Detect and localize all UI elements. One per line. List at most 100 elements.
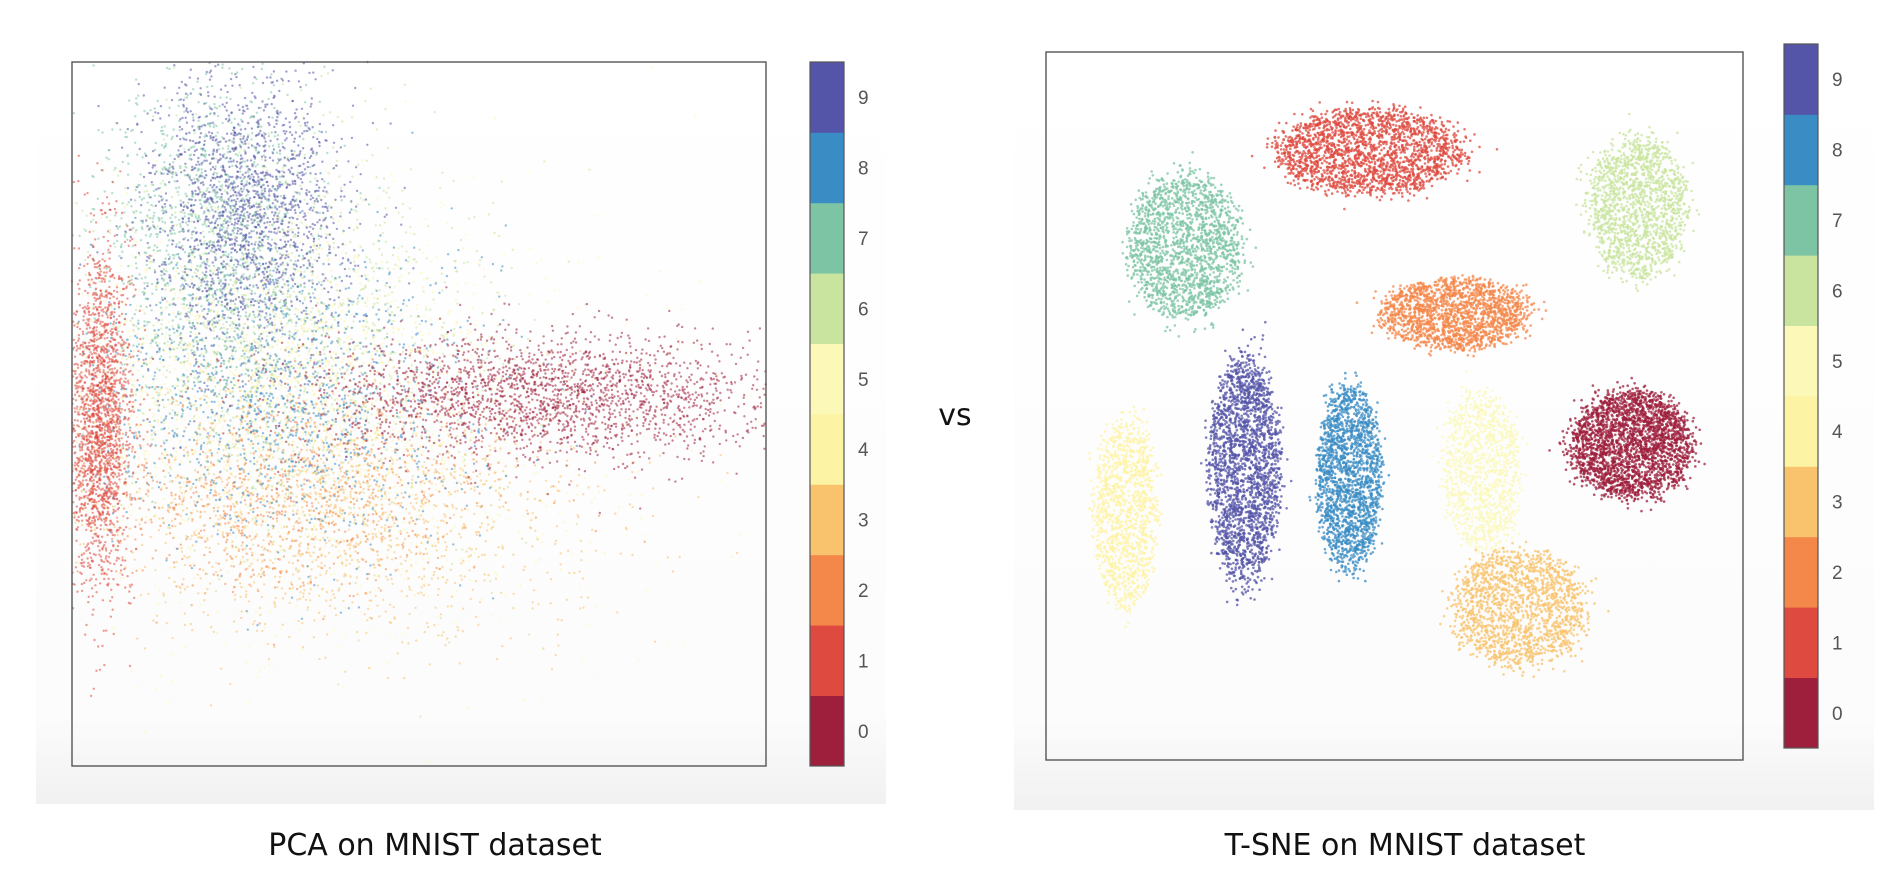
pca-point xyxy=(417,509,421,512)
pca-point xyxy=(397,475,401,479)
pca-point xyxy=(254,610,258,614)
pca-point xyxy=(666,556,669,559)
pca-point xyxy=(392,366,396,369)
pca-point xyxy=(373,528,376,531)
pca-point xyxy=(324,656,327,659)
pca-point xyxy=(306,606,310,609)
pca-point xyxy=(200,437,203,440)
pca-point xyxy=(313,486,316,490)
pca-point xyxy=(487,523,490,526)
pca-point xyxy=(144,360,148,363)
pca-point xyxy=(274,605,277,608)
pca-point xyxy=(214,385,217,388)
pca-point xyxy=(173,497,176,501)
pca-point xyxy=(460,509,464,512)
pca-point xyxy=(452,621,455,624)
pca-point xyxy=(405,404,408,407)
pca-point xyxy=(219,514,222,517)
pca-point xyxy=(240,544,243,547)
pca-point xyxy=(305,519,309,522)
pca-point xyxy=(140,518,143,522)
pca-point xyxy=(390,300,393,304)
pca-point xyxy=(407,534,410,538)
pca-point xyxy=(338,175,341,178)
pca-point xyxy=(437,541,440,544)
pca-point xyxy=(158,589,161,592)
pca-point xyxy=(419,514,423,517)
pca-point xyxy=(175,560,178,564)
pca-point xyxy=(371,474,374,478)
pca-point xyxy=(335,283,338,286)
pca-point xyxy=(306,608,309,611)
pca-point xyxy=(310,418,313,422)
pca-point xyxy=(199,577,202,580)
pca-point xyxy=(234,578,237,582)
pca-point xyxy=(167,458,170,462)
pca-point xyxy=(253,558,256,561)
pca-point xyxy=(415,501,418,505)
pca-point xyxy=(182,307,185,310)
pca-point xyxy=(590,379,594,382)
pca-point xyxy=(357,480,360,484)
pca-point xyxy=(196,471,199,474)
pca-point xyxy=(359,473,363,477)
pca-point xyxy=(445,468,448,471)
pca-point xyxy=(347,513,351,516)
pca-point xyxy=(240,485,243,488)
pca-point xyxy=(423,584,426,587)
pca-point xyxy=(434,468,437,471)
pca-point xyxy=(407,380,410,384)
pca-point xyxy=(177,513,180,516)
pca-point xyxy=(380,558,383,561)
pca-point xyxy=(243,483,246,486)
pca-point xyxy=(266,515,270,518)
pca-point xyxy=(402,458,405,462)
pca-point xyxy=(351,469,354,472)
pca-point xyxy=(367,666,371,670)
pca-point xyxy=(244,661,248,664)
pca-point xyxy=(311,394,314,397)
pca-point xyxy=(417,533,420,537)
pca-point xyxy=(399,532,403,535)
pca-point xyxy=(336,443,339,447)
pca-point xyxy=(643,436,646,439)
pca-point xyxy=(441,472,444,476)
pca-point xyxy=(554,485,558,489)
pca-point xyxy=(386,394,390,397)
pca-point xyxy=(371,496,374,499)
pca-point xyxy=(435,488,438,491)
pca-point xyxy=(421,333,424,337)
pca-point xyxy=(124,301,127,304)
pca-point xyxy=(291,586,294,590)
pca-point xyxy=(240,610,243,613)
pca-point xyxy=(309,375,312,378)
pca-point xyxy=(384,414,388,418)
pca-point xyxy=(427,536,430,539)
pca-point xyxy=(204,452,207,455)
pca-point xyxy=(280,479,283,482)
pca-point xyxy=(255,499,258,503)
pca-point xyxy=(227,458,230,461)
pca-point xyxy=(447,456,450,459)
pca-point xyxy=(659,270,662,273)
pca-point xyxy=(231,544,234,547)
pca-point xyxy=(625,534,628,537)
pca-point xyxy=(474,531,478,534)
pca-point xyxy=(295,350,298,354)
pca-point xyxy=(233,378,236,382)
pca-point xyxy=(347,359,350,362)
pca-point xyxy=(235,295,238,298)
pca-point xyxy=(255,463,258,467)
pca-point xyxy=(291,465,294,468)
pca-point xyxy=(383,537,387,540)
pca-point xyxy=(498,291,501,294)
pca-point xyxy=(134,471,137,475)
pca-point xyxy=(631,553,634,557)
pca-point xyxy=(202,485,206,489)
pca-point xyxy=(322,113,325,117)
pca-point xyxy=(212,630,215,634)
pca-point xyxy=(230,352,233,355)
pca-point xyxy=(326,233,329,236)
pca-point xyxy=(178,585,181,588)
pca-point xyxy=(428,557,431,560)
